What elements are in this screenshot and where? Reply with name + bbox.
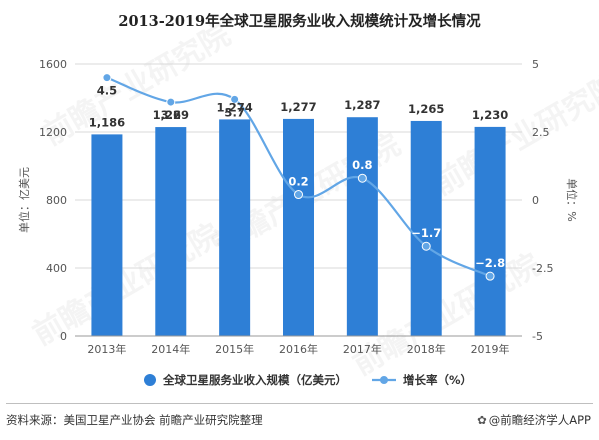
- source-note: 资料来源：美国卫星产业协会 前瞻产业研究院整理: [6, 413, 263, 427]
- bar: [155, 127, 187, 336]
- growth-rate-point: [357, 173, 367, 183]
- credit: ✿ @前瞻经济学人APP: [477, 412, 591, 428]
- y2-axis-title: 单位：%: [565, 178, 579, 221]
- x-tick-label: 2015年: [215, 342, 254, 356]
- bar-value-label: 1,277: [280, 100, 316, 114]
- growth-rate-series: [102, 73, 495, 281]
- bar: [91, 134, 123, 336]
- legend-bar-label: 全球卫星服务业收入规模（亿美元）: [162, 373, 347, 387]
- growth-rate-label: −2.8: [475, 256, 505, 270]
- growth-rate-label: 3.6: [161, 108, 181, 122]
- chart-canvas: 1,186 1,229 1,274 1,277 1,287 1,265 1,230 4.5 3.…: [17, 58, 579, 387]
- bar-value-label: 1,287: [344, 98, 380, 112]
- bar: [283, 118, 314, 336]
- legend[interactable]: 全球卫星服务业收入规模（亿美元） 增长率（%）: [144, 373, 472, 387]
- chart-title: 2013-2019年全球卫星服务业收入规模统计及增长情况: [118, 13, 481, 30]
- bar: [410, 120, 442, 336]
- credit-text: @前瞻经济学人APP: [488, 413, 591, 427]
- y2-tick-label: -2.5: [532, 262, 553, 275]
- data-labels: 1,186 1,229 1,274 1,277 1,287 1,265 1,230 4.5 3.…: [89, 84, 509, 271]
- growth-rate-label: 3.7: [224, 105, 244, 119]
- y-tick-label: 1200: [39, 126, 67, 139]
- bar: [474, 126, 506, 337]
- x-tick-label: 2019年: [471, 342, 510, 356]
- legend-bar-swatch: [144, 374, 156, 386]
- growth-rate-label: −1.7: [411, 226, 441, 240]
- x-tick-label: 2017年: [343, 342, 382, 356]
- growth-rate-point: [230, 94, 240, 104]
- bar: [346, 117, 378, 337]
- growth-rate-point: [166, 97, 176, 107]
- axes: 0 -5 400 -2.5 800 0 1200 2.5 1600 5 单位：亿美元 单位：% 2013…: [17, 58, 579, 356]
- y2-tick-label: -5: [532, 330, 543, 343]
- paw-icon: ✿: [477, 413, 487, 427]
- y2-tick-label: 2.5: [532, 126, 550, 139]
- x-tick-label: 2016年: [279, 342, 318, 356]
- bar-value-label: 1,274: [216, 100, 252, 114]
- x-tick-label: 2013年: [87, 342, 126, 356]
- y2-tick-label: 5: [532, 58, 539, 71]
- y2-tick-label: 0: [532, 194, 539, 207]
- bar-value-label: 1,265: [408, 102, 444, 116]
- bar-value-label: 1,186: [89, 115, 125, 129]
- y-tick-label: 0: [60, 330, 67, 343]
- x-tick-label: 2018年: [407, 342, 446, 356]
- y-tick-label: 400: [46, 262, 67, 275]
- growth-rate-point: [102, 73, 112, 83]
- x-tick-label: 2014年: [151, 342, 190, 356]
- footer-divider: [6, 403, 593, 404]
- y-axis-title: 单位：亿美元: [17, 167, 31, 233]
- bar: [219, 119, 251, 336]
- growth-rate-label: 4.5: [97, 84, 117, 98]
- growth-rate-label: 0.8: [352, 158, 372, 172]
- legend-line-label: 增长率（%）: [403, 373, 472, 387]
- growth-rate-point: [294, 190, 303, 200]
- y-tick-label: 800: [46, 194, 67, 207]
- y-tick-label: 1600: [39, 58, 67, 71]
- bar-value-label: 1,230: [472, 108, 508, 122]
- growth-rate-point: [421, 241, 431, 251]
- bar-value-label: 1,229: [153, 108, 189, 122]
- growth-rate-label: 0.2: [288, 175, 308, 189]
- bar-series: [91, 117, 506, 337]
- legend-line-marker: [380, 376, 388, 384]
- growth-rate-point: [485, 271, 495, 281]
